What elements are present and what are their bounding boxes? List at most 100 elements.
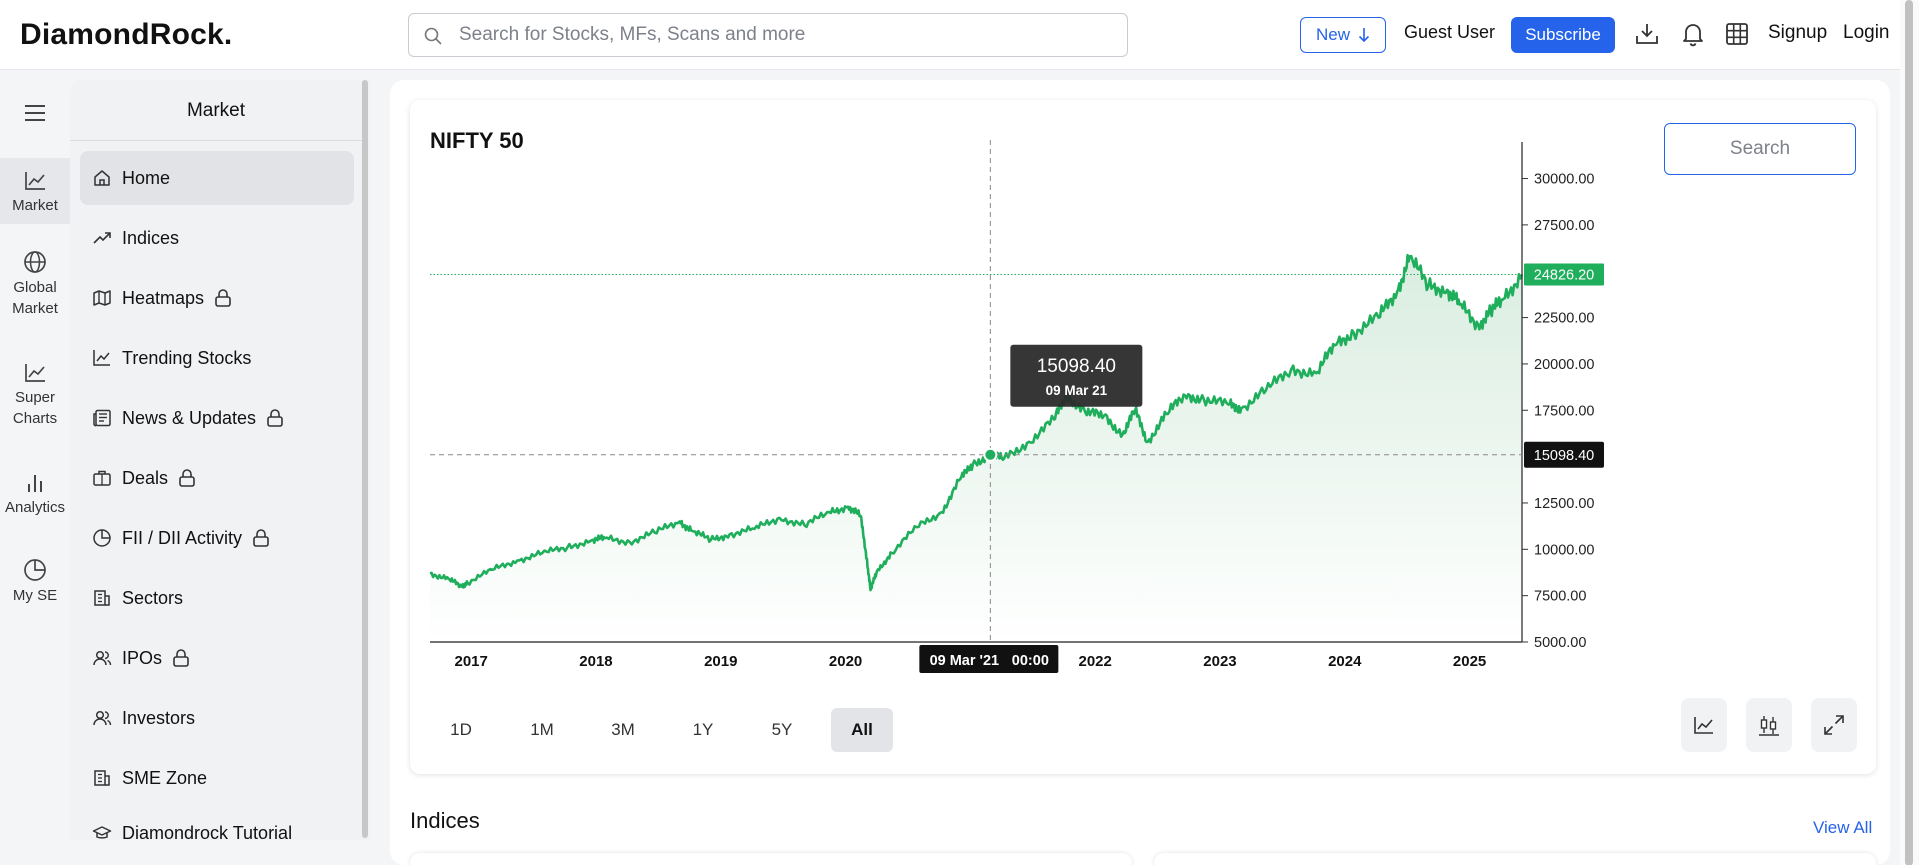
sidebar-item-fii-dii[interactable]: FII / DII Activity bbox=[80, 511, 354, 565]
search-input[interactable] bbox=[459, 22, 1109, 48]
rail-item-analytics[interactable]: Analytics bbox=[0, 472, 70, 518]
map-icon bbox=[93, 290, 111, 306]
x-tick-label: 2018 bbox=[579, 653, 612, 670]
download-icon[interactable] bbox=[1634, 21, 1660, 47]
rail-item-label: Analytics bbox=[4, 499, 66, 516]
sidebar-scrollbar[interactable] bbox=[362, 80, 368, 838]
new-button-label: New bbox=[1315, 25, 1350, 44]
range-1d-button[interactable]: 1D bbox=[450, 720, 472, 739]
sidebar-item-label: IPOs bbox=[122, 647, 163, 668]
users-icon bbox=[93, 650, 112, 666]
sidebar-item-label: SME Zone bbox=[122, 767, 208, 788]
y-axis-labels: 5000.00 7500.00 10000.00 12500.00 17500.00 20… bbox=[1522, 172, 1594, 651]
crosshair-price-label: 15098.40 bbox=[1534, 448, 1594, 464]
lock-icon bbox=[267, 409, 283, 427]
rail-item-my-se[interactable]: My SE bbox=[0, 558, 70, 606]
y-tick-label: 10000.00 bbox=[1534, 542, 1594, 558]
chart-title: NIFTY 50 bbox=[430, 128, 524, 153]
last-price-badge bbox=[1524, 263, 1604, 286]
rail-item-label: Market bbox=[12, 197, 58, 214]
rail-item-super-charts[interactable]: Super Charts bbox=[0, 362, 70, 429]
x-tick-label: 2023 bbox=[1203, 653, 1236, 670]
top-bar: DiamondRock. New Guest User Subscribe Si… bbox=[0, 0, 1919, 70]
building-icon bbox=[94, 770, 110, 786]
new-button[interactable]: New bbox=[1300, 17, 1386, 53]
bell-icon[interactable] bbox=[1680, 21, 1706, 47]
lock-icon bbox=[253, 529, 269, 547]
hamburger-menu-icon[interactable] bbox=[23, 103, 47, 123]
y-tick-label: 17500.00 bbox=[1534, 403, 1594, 419]
grid-icon[interactable] bbox=[1724, 21, 1750, 47]
sidebar-item-tutorial[interactable]: Diamondrock Tutorial bbox=[80, 811, 354, 855]
signup-link[interactable]: Signup bbox=[1768, 22, 1828, 43]
sidebar-item-news[interactable]: News & Updates bbox=[80, 391, 354, 445]
sidebar-item-investors[interactable]: Investors bbox=[80, 691, 354, 745]
range-5y-button[interactable]: 5Y bbox=[771, 720, 793, 739]
sidebar-item-label: FII / DII Activity bbox=[122, 527, 243, 548]
crosshair-time-label: 00:00 bbox=[1012, 653, 1049, 669]
index-card[interactable] bbox=[410, 853, 1132, 865]
view-all-link[interactable]: View All bbox=[1813, 818, 1873, 837]
price-chart[interactable]: 5000.00 7500.00 10000.00 12500.00 17500.00 20… bbox=[410, 100, 1876, 700]
x-tick-label: 2017 bbox=[454, 653, 487, 670]
sidebar-title: Market bbox=[186, 100, 246, 121]
guest-user-label[interactable]: Guest User bbox=[1404, 22, 1496, 42]
line-chart-type-button[interactable] bbox=[1681, 698, 1727, 752]
graduation-cap-icon bbox=[92, 826, 112, 839]
y-tick-label: 27500.00 bbox=[1534, 218, 1594, 234]
x-tick-label: 2020 bbox=[829, 653, 862, 670]
sidebar-divider bbox=[70, 140, 362, 141]
sidebar-item-label: News & Updates bbox=[122, 407, 257, 428]
chart-search-input[interactable] bbox=[1664, 123, 1856, 175]
y-tick-label: 12500.00 bbox=[1534, 496, 1594, 512]
range-1y-button[interactable]: 1Y bbox=[692, 720, 714, 739]
sidebar-item-home[interactable]: Home bbox=[80, 151, 354, 205]
sidebar-item-label: Indices bbox=[122, 227, 180, 248]
brand-logo[interactable]: DiamondRock. bbox=[20, 18, 233, 51]
line-chart-type-icon bbox=[1694, 717, 1713, 734]
crosshair-price-badge bbox=[1524, 441, 1604, 468]
global-search[interactable] bbox=[408, 13, 1128, 57]
globe-icon bbox=[24, 251, 46, 273]
sidebar-item-heatmaps[interactable]: Heatmaps bbox=[80, 271, 354, 325]
page-scrollbar-thumb[interactable] bbox=[1905, 0, 1913, 865]
candlestick-button[interactable] bbox=[1746, 698, 1792, 752]
index-card[interactable] bbox=[1154, 853, 1876, 865]
lock-icon bbox=[173, 649, 189, 667]
lock-icon bbox=[179, 469, 195, 487]
x-axis-labels: 2017 2018 2019 2020 2022 2023 2024 2025 bbox=[454, 653, 1486, 670]
sidebar-item-label: Sectors bbox=[122, 587, 184, 608]
sidebar-item-indices[interactable]: Indices bbox=[80, 211, 354, 265]
rail-item-label: My SE bbox=[12, 587, 58, 604]
pie-chart-icon bbox=[93, 529, 111, 547]
sidebar-item-label: Trending Stocks bbox=[122, 347, 252, 368]
y-tick-label: 7500.00 bbox=[1534, 589, 1586, 605]
expand-button[interactable] bbox=[1811, 698, 1857, 752]
sidebar-item-trending-stocks[interactable]: Trending Stocks bbox=[80, 331, 354, 385]
indices-section-title: Indices bbox=[410, 808, 480, 833]
login-link[interactable]: Login bbox=[1843, 22, 1890, 43]
x-tick-label: 2022 bbox=[1078, 653, 1111, 670]
market-sidebar: Market bbox=[70, 80, 370, 840]
line-chart-icon bbox=[93, 350, 110, 366]
page-scrollbar[interactable] bbox=[1900, 0, 1919, 865]
sidebar-item-label: Deals bbox=[122, 467, 169, 488]
rail-item-market[interactable]: Market bbox=[0, 158, 70, 224]
chart-area-fill bbox=[430, 255, 1522, 642]
range-3m-button[interactable]: 3M bbox=[611, 720, 635, 739]
newspaper-icon bbox=[93, 409, 111, 427]
nifty-price-line bbox=[429, 253, 1524, 592]
sidebar-item-sme-zone[interactable]: SME Zone bbox=[80, 751, 354, 805]
bar-chart-icon bbox=[28, 475, 42, 492]
rail-item-global-market[interactable]: Global Market bbox=[0, 250, 70, 319]
crosshair-date-label: 09 Mar '21 bbox=[930, 653, 1000, 669]
crosshair-point bbox=[983, 447, 998, 462]
subscribe-button[interactable]: Subscribe bbox=[1511, 17, 1615, 53]
range-1m-button[interactable]: 1M bbox=[530, 720, 554, 739]
sidebar-item-label: Heatmaps bbox=[122, 287, 205, 308]
range-all-button[interactable]: All bbox=[831, 708, 893, 752]
sidebar-item-sectors[interactable]: Sectors bbox=[80, 571, 354, 625]
sidebar-item-ipos[interactable]: IPOs bbox=[80, 631, 354, 685]
icon-rail: Market Global Market Super Charts Analyt… bbox=[0, 70, 70, 865]
sidebar-item-deals[interactable]: Deals bbox=[80, 451, 354, 505]
